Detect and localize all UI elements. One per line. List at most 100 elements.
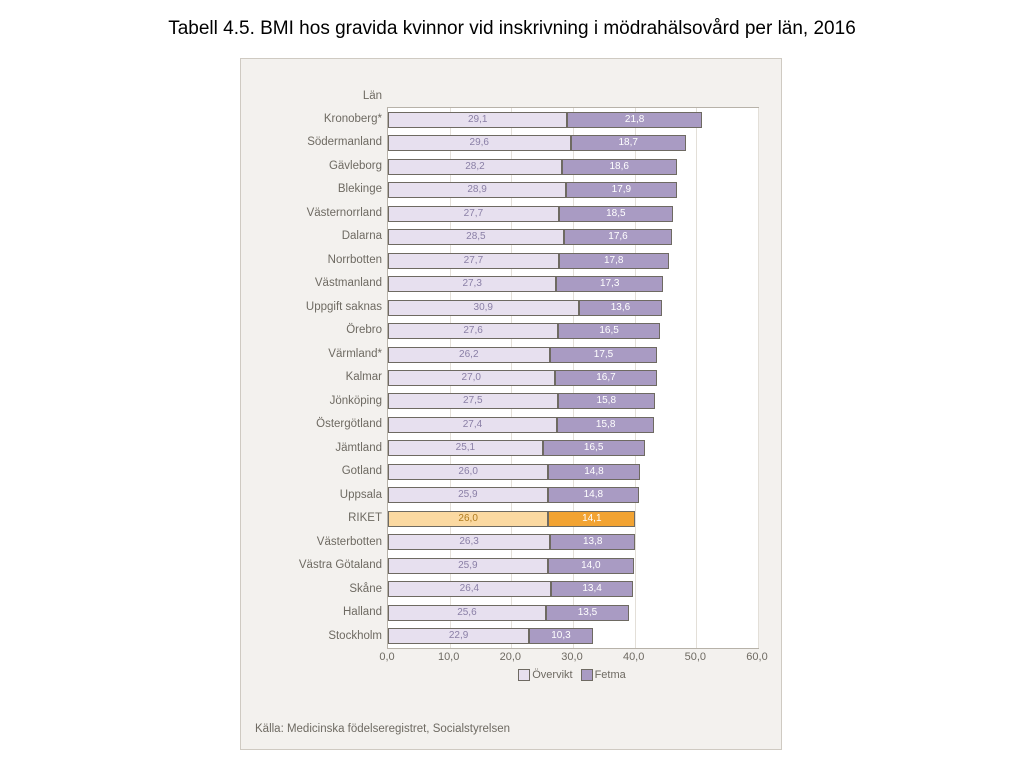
table-row: Uppgift saknas30,913,6 [388,296,758,319]
row-label: Dalarna [242,225,382,248]
bar-segment-fetma: 16,7 [555,370,658,386]
row-label: Värmland* [242,343,382,366]
bar-segment-overvikt: 25,6 [388,605,546,621]
page: Tabell 4.5. BMI hos gravida kvinnor vid … [0,0,1024,768]
table-row: Norrbotten27,717,8 [388,249,758,272]
bar-segment-overvikt: 27,5 [388,393,558,409]
source-label: Källa: Medicinska födelseregistret, Soci… [255,723,510,735]
category-header: Län [242,90,382,102]
table-row: Gotland26,014,8 [388,460,758,483]
bar-segment-fetma: 17,5 [550,347,658,363]
bar-segment-fetma: 17,9 [566,182,676,198]
table-row: Jämtland25,116,5 [388,437,758,460]
bar-segment-fetma: 17,3 [556,276,663,292]
bar-segment-overvikt: 27,7 [388,206,559,222]
x-tick-label: 50,0 [685,651,706,663]
bar-segment-fetma: 14,0 [548,558,634,574]
legend-label: Fetma [595,669,626,681]
bar-segment-fetma: 13,8 [550,534,635,550]
x-tick-label: 60,0 [746,651,767,663]
bar-segment-fetma: 17,8 [559,253,669,269]
bar-segment-overvikt: 27,7 [388,253,559,269]
row-label: Västmanland [242,272,382,295]
chart-frame: Län Kronoberg*29,121,8Södermanland29,618… [240,58,782,750]
row-label: Uppgift saknas [242,296,382,319]
table-row: Kronoberg*29,121,8 [388,108,758,131]
bar-segment-overvikt: 26,3 [388,534,550,550]
table-row: Halland25,613,5 [388,601,758,624]
row-label: Jämtland [242,437,382,460]
legend-item-fetma: Fetma [581,669,626,681]
x-tick-label: 40,0 [623,651,644,663]
bar-segment-fetma: 15,8 [558,393,655,409]
table-row: Jönköping27,515,8 [388,390,758,413]
bar-segment-fetma: 17,6 [564,229,673,245]
x-tick-label: 20,0 [500,651,521,663]
row-label: Halland [242,601,382,624]
legend-label: Övervikt [532,669,572,681]
gridline [758,108,759,648]
table-row: Västerbotten26,313,8 [388,531,758,554]
bar-segment-fetma: 18,7 [571,135,686,151]
bar-segment-overvikt: 26,0 [388,464,548,480]
plot-area: Län Kronoberg*29,121,8Södermanland29,618… [387,107,759,649]
bar-segment-fetma: 14,8 [548,487,639,503]
row-label: Skåne [242,578,382,601]
bar-segment-fetma: 13,6 [579,300,663,316]
bar-segment-overvikt: 26,0 [388,511,548,527]
legend-swatch-icon [518,669,530,681]
legend: Övervikt Fetma [387,669,757,681]
row-label: Södermanland [242,131,382,154]
row-label: Stockholm [242,625,382,648]
bar-segment-overvikt: 25,9 [388,487,548,503]
bar-segment-fetma: 18,6 [562,159,677,175]
table-row: Skåne26,413,4 [388,578,758,601]
legend-swatch-icon [581,669,593,681]
bar-segment-overvikt: 27,3 [388,276,556,292]
row-label: Gävleborg [242,155,382,178]
row-label: Uppsala [242,484,382,507]
bar-segment-overvikt: 29,6 [388,135,571,151]
table-row: Södermanland29,618,7 [388,131,758,154]
bar-segment-overvikt: 26,4 [388,581,551,597]
table-row: Värmland*26,217,5 [388,343,758,366]
bar-segment-fetma: 13,5 [546,605,629,621]
row-label: Blekinge [242,178,382,201]
bar-segment-overvikt: 25,1 [388,440,543,456]
table-row: Östergötland27,415,8 [388,413,758,436]
bar-segment-fetma: 13,4 [551,581,634,597]
bar-segment-fetma: 14,8 [548,464,639,480]
bar-segment-overvikt: 29,1 [388,112,567,128]
row-label: Västernorrland [242,202,382,225]
legend-item-overvikt: Övervikt [518,669,572,681]
row-label: Gotland [242,460,382,483]
table-row: Västra Götaland25,914,0 [388,554,758,577]
x-tick-label: 30,0 [561,651,582,663]
table-row: RIKET26,014,1 [388,507,758,530]
bar-segment-fetma: 21,8 [567,112,701,128]
table-row: Uppsala25,914,8 [388,484,758,507]
table-row: Dalarna28,517,6 [388,225,758,248]
bar-segment-overvikt: 27,4 [388,417,557,433]
row-label: Västra Götaland [242,554,382,577]
table-row: Örebro27,616,5 [388,319,758,342]
bar-segment-overvikt: 27,0 [388,370,555,386]
bar-segment-overvikt: 26,2 [388,347,550,363]
table-row: Stockholm22,910,3 [388,625,758,648]
row-label: Norrbotten [242,249,382,272]
bar-segment-overvikt: 27,6 [388,323,558,339]
bar-segment-fetma: 16,5 [558,323,660,339]
bar-segment-overvikt: 28,9 [388,182,566,198]
bar-segment-overvikt: 30,9 [388,300,579,316]
table-row: Blekinge28,917,9 [388,178,758,201]
x-tick-label: 10,0 [438,651,459,663]
x-tick-label: 0,0 [379,651,394,663]
bar-segment-fetma: 15,8 [557,417,654,433]
page-title: Tabell 4.5. BMI hos gravida kvinnor vid … [0,0,1024,40]
row-label: RIKET [242,507,382,530]
table-row: Gävleborg28,218,6 [388,155,758,178]
bar-segment-fetma: 14,1 [548,511,635,527]
table-row: Kalmar27,016,7 [388,366,758,389]
bar-segment-fetma: 16,5 [543,440,645,456]
row-label: Jönköping [242,390,382,413]
